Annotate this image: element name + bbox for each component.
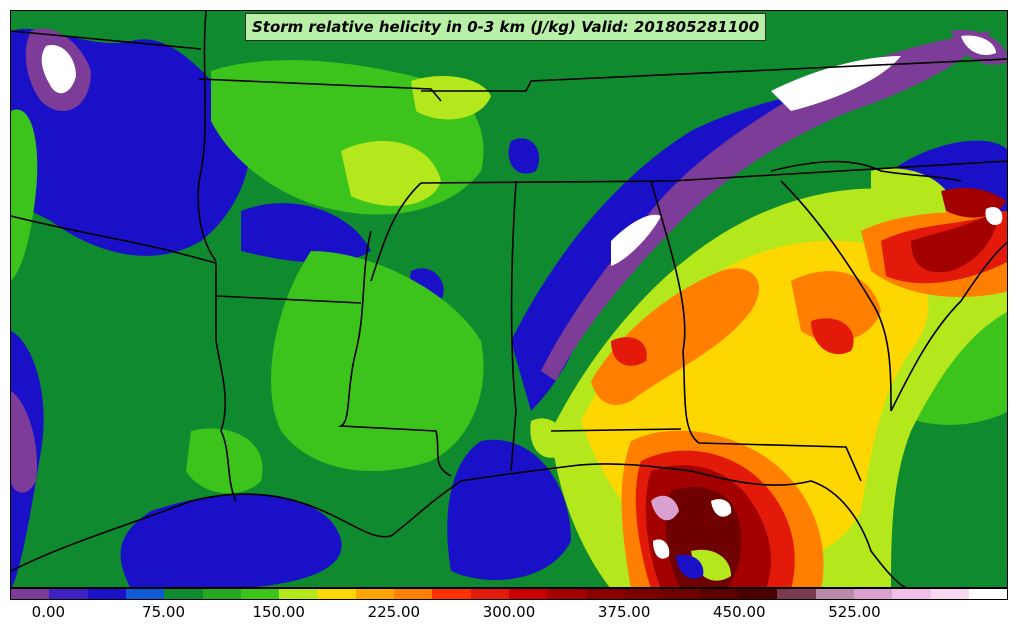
boundary-line [215, 295, 362, 304]
colorbar-segment [662, 589, 701, 599]
colorbar-segment [815, 589, 854, 599]
colorbar-segment [930, 589, 969, 599]
boundary-line [650, 180, 862, 482]
boundary-line [198, 78, 442, 102]
colorbar-tick-label: 375.00 [597, 603, 651, 621]
boundary-line [780, 180, 892, 412]
colorbar-tick-label: 0.00 [31, 603, 66, 621]
boundary-line [11, 463, 907, 587]
colorbar-tick-label: 450.00 [713, 603, 766, 621]
colorbar-segment [853, 589, 893, 599]
purple-contour-region [541, 31, 991, 381]
red-contour-region [611, 337, 647, 366]
colorbar-tick-label: 75.00 [142, 603, 186, 621]
boundary-line [421, 58, 1007, 92]
green-contour-region [186, 428, 263, 494]
boundary-line [370, 182, 422, 282]
colorbar-segment [11, 589, 50, 599]
white-contour-region [41, 45, 76, 94]
colorbar-segment [624, 589, 663, 599]
colorbar-tick-label: 300.00 [482, 603, 536, 621]
colorbar [10, 588, 1008, 600]
green-contour-region [271, 251, 484, 471]
colorbar-segment [202, 589, 241, 599]
lime-contour-region [341, 141, 441, 206]
purple-contour-region [11, 391, 37, 493]
white-contour-region [985, 206, 1003, 226]
white-contour-region [771, 56, 901, 111]
map-title: Storm relative helicity in 0-3 km (J/kg)… [245, 13, 767, 41]
boundary-line [11, 30, 202, 50]
blue-contour-region [676, 554, 704, 579]
blue-contour-region [241, 203, 371, 263]
boundary-line [510, 180, 517, 472]
white-contour-region [611, 214, 661, 266]
pink-contour-region [651, 495, 679, 521]
dark_red-contour-region [911, 211, 997, 273]
colorbar-segment [432, 589, 471, 599]
white-contour-region [711, 499, 732, 517]
green-contour-region [11, 109, 38, 281]
colorbar-segment [164, 589, 203, 599]
colorbar-tick-label: 150.00 [252, 603, 305, 621]
colorbar-segment [279, 589, 318, 599]
blue-contour-region [508, 138, 540, 174]
boundary-line [420, 160, 1007, 184]
colorbar-segment [240, 589, 280, 599]
lime-contour-region [411, 76, 491, 120]
colorbar-segment [968, 589, 1008, 599]
boundary-line [550, 428, 682, 432]
colorbar-segment [394, 589, 433, 599]
colorbar-segment [585, 589, 624, 599]
boundary-line [337, 230, 452, 477]
boundary-line [11, 215, 237, 502]
blue-contour-region [447, 439, 571, 581]
colorbar-segment [317, 589, 356, 599]
white-contour-region [653, 539, 670, 559]
boundary-line [197, 11, 217, 262]
colorbar-segment [355, 589, 395, 599]
colorbar-tick-label: 225.00 [367, 603, 421, 621]
colorbar-segment [777, 589, 816, 599]
colorbar-segment [470, 589, 510, 599]
white-contour-region [961, 35, 996, 56]
helicity-map [10, 10, 1008, 588]
colorbar-segment [49, 589, 88, 599]
boundary-line [890, 241, 1007, 412]
colorbar-segment [547, 589, 586, 599]
colorbar-segment [892, 589, 931, 599]
colorbar-tick-label: 525.00 [828, 603, 881, 621]
orange-contour-region [591, 268, 760, 405]
colorbar-segment [738, 589, 778, 599]
boundary-line [770, 160, 962, 182]
blue-contour-region [120, 493, 342, 587]
red-contour-region [811, 318, 854, 355]
colorbar-segment [87, 589, 126, 599]
helicity-field [11, 11, 1007, 587]
colorbar-segment [509, 589, 548, 599]
colorbar-segment [700, 589, 739, 599]
colorbar-segment [125, 589, 165, 599]
